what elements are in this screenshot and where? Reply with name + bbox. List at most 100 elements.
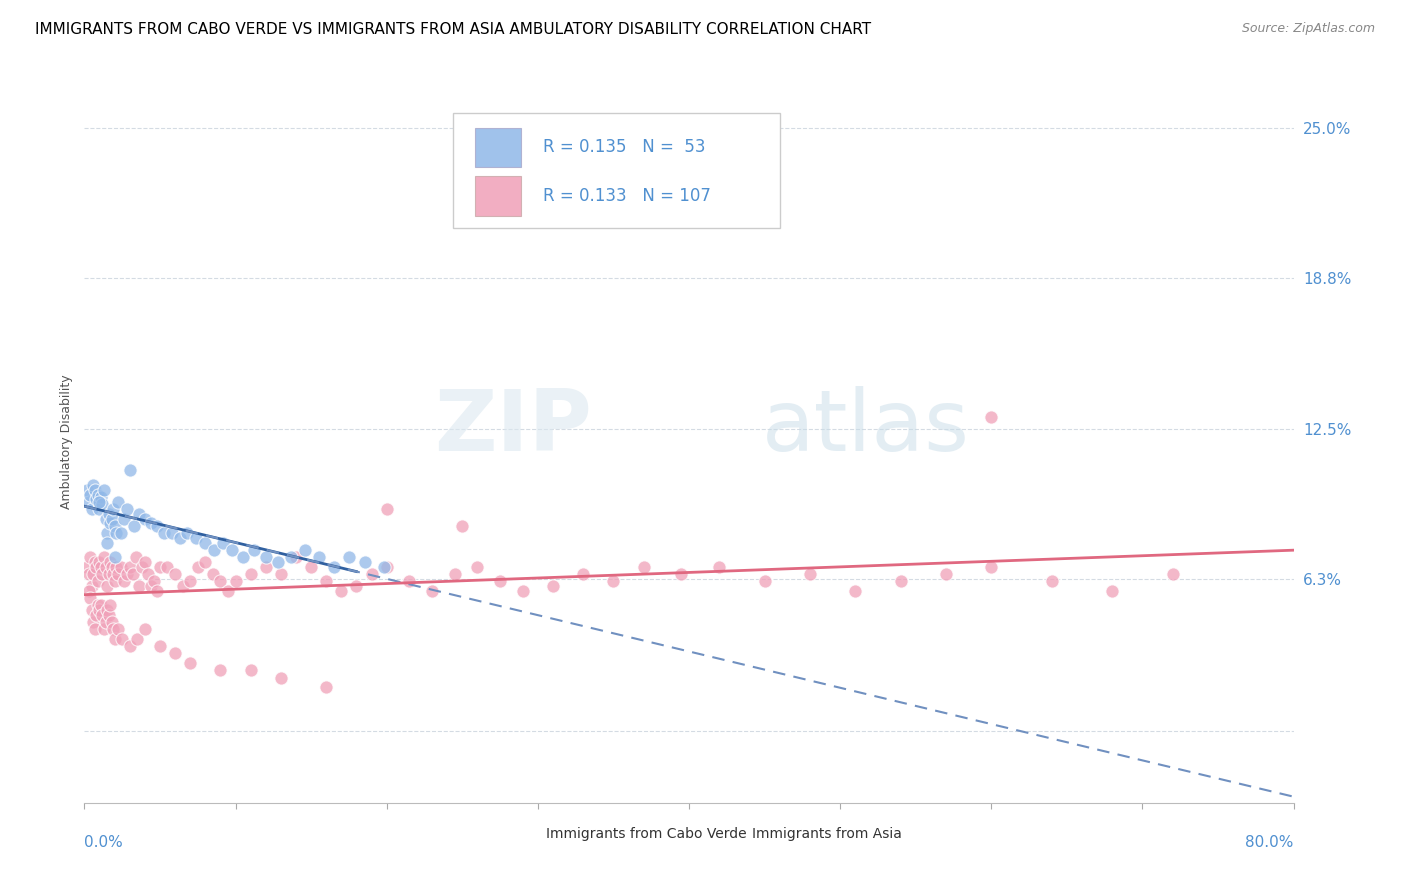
Point: [91, 497, 114, 511]
Point: [128, 507, 150, 521]
Point: [107, 567, 129, 582]
Point: [209, 664, 232, 678]
Point: [89, 603, 111, 617]
Point: [131, 559, 153, 574]
Point: [221, 542, 243, 557]
Point: [104, 518, 127, 533]
Text: 0.0%: 0.0%: [84, 835, 124, 850]
Point: [80, 502, 103, 516]
Point: [89, 555, 111, 569]
Point: [104, 632, 127, 646]
Point: [100, 559, 122, 574]
Point: [239, 567, 262, 582]
Point: [1161, 567, 1184, 582]
Point: [360, 567, 382, 582]
Point: [127, 632, 149, 646]
Text: atlas: atlas: [762, 385, 970, 468]
Point: [176, 526, 198, 541]
Point: [443, 567, 465, 582]
Point: [101, 502, 124, 516]
Point: [112, 511, 135, 525]
Point: [89, 502, 111, 516]
Point: [76, 483, 98, 497]
Point: [890, 574, 912, 589]
Point: [270, 567, 292, 582]
Text: Immigrants from Cabo Verde: Immigrants from Cabo Verde: [547, 827, 747, 840]
Point: [104, 574, 127, 589]
Point: [77, 583, 100, 598]
Point: [115, 502, 138, 516]
Point: [633, 559, 655, 574]
Point: [82, 567, 104, 582]
Point: [346, 579, 368, 593]
Text: Immigrants from Asia: Immigrants from Asia: [752, 827, 901, 840]
Point: [107, 494, 129, 508]
Point: [93, 483, 115, 497]
Text: ZIP: ZIP: [434, 385, 592, 468]
Point: [94, 615, 117, 630]
Point: [80, 603, 103, 617]
Point: [139, 516, 162, 531]
Point: [1040, 574, 1063, 589]
Point: [86, 607, 108, 622]
Point: [90, 559, 112, 574]
Point: [96, 603, 118, 617]
Point: [104, 550, 127, 565]
Point: [118, 463, 141, 477]
Point: [239, 664, 262, 678]
Point: [232, 550, 254, 565]
Point: [165, 567, 187, 582]
Point: [101, 567, 124, 582]
Point: [82, 615, 104, 630]
Point: [121, 567, 143, 582]
Point: [110, 526, 132, 541]
Point: [76, 559, 98, 574]
Point: [149, 559, 172, 574]
Point: [451, 518, 474, 533]
Point: [299, 559, 322, 574]
Point: [671, 567, 693, 582]
FancyBboxPatch shape: [453, 112, 780, 228]
Point: [254, 550, 277, 565]
Point: [149, 639, 172, 653]
Point: [153, 526, 176, 541]
Point: [110, 559, 132, 574]
Point: [84, 623, 107, 637]
Point: [97, 507, 120, 521]
Point: [285, 550, 308, 565]
Point: [98, 599, 121, 613]
Point: [375, 502, 398, 516]
Point: [308, 550, 330, 565]
Point: [96, 579, 118, 593]
Point: [217, 583, 239, 598]
Point: [270, 671, 292, 685]
Point: [935, 567, 957, 582]
Text: Source: ZipAtlas.com: Source: ZipAtlas.com: [1241, 22, 1375, 36]
Text: R = 0.133   N = 107: R = 0.133 N = 107: [543, 187, 710, 205]
Point: [77, 494, 100, 508]
Point: [96, 535, 118, 549]
Point: [375, 559, 398, 574]
Point: [146, 583, 169, 598]
Point: [125, 550, 148, 565]
Point: [572, 567, 595, 582]
FancyBboxPatch shape: [713, 824, 740, 843]
Point: [194, 555, 217, 569]
Point: [91, 607, 114, 622]
Point: [844, 583, 866, 598]
Point: [87, 574, 110, 589]
Point: [179, 574, 201, 589]
Point: [118, 559, 141, 574]
Point: [98, 516, 121, 531]
Point: [107, 623, 129, 637]
Point: [398, 574, 420, 589]
Point: [111, 632, 134, 646]
Point: [186, 531, 208, 545]
Point: [980, 559, 1002, 574]
Point: [89, 494, 111, 508]
Point: [105, 526, 128, 541]
Point: [373, 559, 395, 574]
Point: [1101, 583, 1123, 598]
Point: [254, 559, 277, 574]
Point: [799, 567, 821, 582]
